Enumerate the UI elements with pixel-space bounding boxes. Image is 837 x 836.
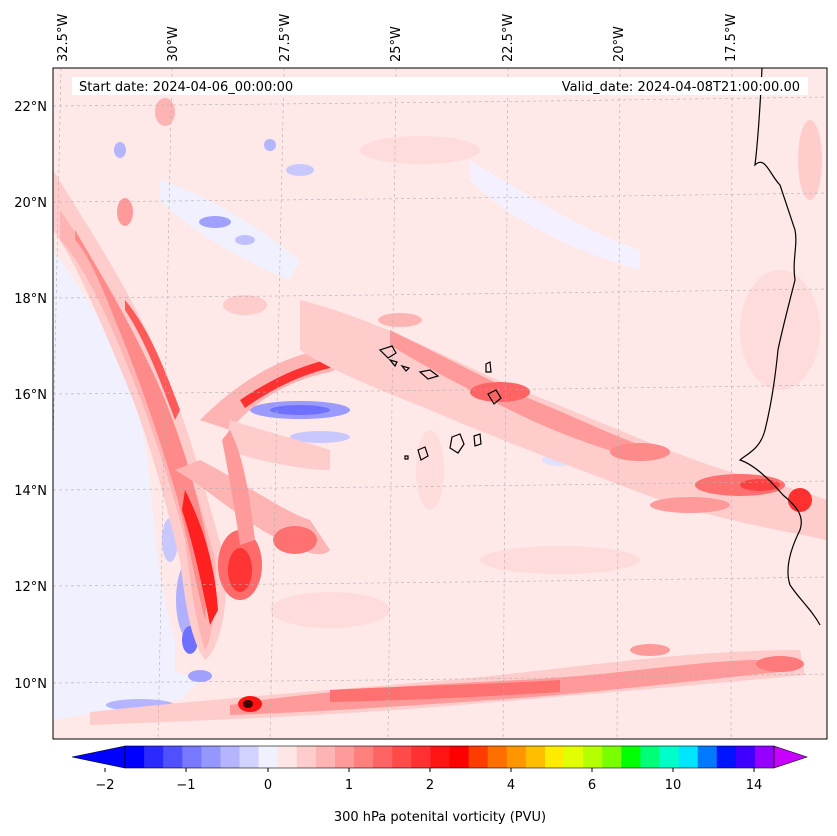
lat-label-14n: 14°N — [14, 484, 47, 499]
longitude-labels: 32.5°W 30°W 27.5°W 25°W 22.5°W 20°W 17.5… — [56, 14, 739, 62]
lon-label-20w: 20°W — [612, 26, 627, 62]
annotation-background — [72, 77, 808, 95]
colorbar-cell — [239, 746, 260, 768]
cb-tick-label-7: 10 — [665, 778, 682, 793]
cb-tick-label-2: 0 — [264, 778, 272, 793]
colorbar-cell — [373, 746, 393, 768]
lon-label-30w: 30°W — [166, 26, 181, 62]
lat-label-16n: 16°N — [14, 388, 47, 403]
cb-tick-label-5: 4 — [507, 778, 515, 793]
colorbar-cell — [144, 746, 164, 768]
colorbar-cell — [564, 746, 584, 768]
cb-tick-label-4: 2 — [426, 778, 434, 793]
colorbar-cell — [621, 746, 641, 768]
map-panel: Start date: 2024-04-06_00:00:00 Valid_da… — [14, 14, 828, 740]
colorbar-cell — [754, 746, 775, 768]
latitude-labels: 22°N 20°N 18°N 16°N 14°N 12°N 10°N — [14, 100, 47, 692]
colorbar-cell — [334, 746, 355, 768]
colorbar-cell — [277, 746, 298, 768]
colorbar-cell — [506, 746, 527, 768]
colorbar-cell — [201, 746, 221, 768]
colorbar-frame — [124, 745, 775, 769]
cb-tick-label-6: 6 — [588, 778, 596, 793]
cape-verde-islands — [378, 345, 502, 461]
cb-tick-label-3: 1 — [345, 778, 353, 793]
colorbar-cell — [163, 746, 183, 768]
colorbar-cell — [449, 746, 469, 768]
graticule — [53, 68, 827, 739]
colorbar-cell — [678, 746, 699, 768]
lat-label-22n: 22°N — [14, 100, 47, 115]
colorbar-cell — [602, 746, 622, 768]
colorbar-cell — [487, 746, 508, 768]
colorbar-cells — [125, 746, 775, 768]
lat-label-18n: 18°N — [14, 292, 47, 307]
colorbar-cell — [392, 746, 412, 768]
cb-tick-label-8: 14 — [746, 778, 763, 793]
lat-label-12n: 12°N — [14, 580, 47, 595]
coastlines — [378, 68, 821, 626]
lon-label-32-5w: 32.5°W — [56, 14, 71, 62]
lat-label-20n: 20°N — [14, 196, 47, 211]
colorbar-cell — [735, 746, 756, 768]
lon-label-27-5w: 27.5°W — [278, 14, 293, 62]
start-date-label: Start date: 2024-04-06_00:00:00 — [79, 80, 293, 95]
africa-coastline — [738, 68, 821, 626]
colorbar-cell — [583, 746, 603, 768]
colorbar-cell — [411, 746, 431, 768]
colorbar-under-arrow — [71, 745, 126, 769]
colorbar-cell — [220, 746, 240, 768]
lon-label-22-5w: 22.5°W — [501, 14, 516, 62]
colorbar-cell — [659, 746, 679, 768]
cb-tick-label-0: −2 — [95, 778, 114, 793]
colorbar-cell — [182, 746, 202, 768]
colorbar-cell — [125, 746, 145, 768]
lon-label-25w: 25°W — [389, 26, 404, 62]
colorbar-cell — [258, 746, 279, 768]
map-frame — [52, 67, 828, 740]
colorbar-ticks: −2 −1 0 1 2 4 6 10 14 — [95, 768, 762, 793]
colorbar-cell — [544, 746, 565, 768]
colorbar-cell — [716, 746, 737, 768]
colorbar: −2 −1 0 1 2 4 6 10 14 300 hPa potenital … — [71, 745, 808, 825]
colorbar-cell — [315, 746, 336, 768]
colorbar-label: 300 hPa potenital vorticity (PVU) — [334, 810, 546, 825]
lat-label-10n: 10°N — [14, 677, 47, 692]
cb-tick-label-1: −1 — [176, 778, 195, 793]
colorbar-cell — [697, 746, 718, 768]
colorbar-cell — [430, 746, 450, 768]
colorbar-cell — [525, 746, 546, 768]
colorbar-cell — [354, 746, 374, 768]
colorbar-over-arrow — [773, 745, 808, 769]
positive-pv-regions — [53, 98, 827, 725]
colorbar-cell — [640, 746, 660, 768]
valid-date-label: Valid_date: 2024-04-08T21:00:00.00 — [562, 80, 800, 95]
colorbar-cell — [468, 746, 489, 768]
colorbar-cell — [296, 746, 317, 768]
lon-label-17-5w: 17.5°W — [724, 14, 739, 62]
